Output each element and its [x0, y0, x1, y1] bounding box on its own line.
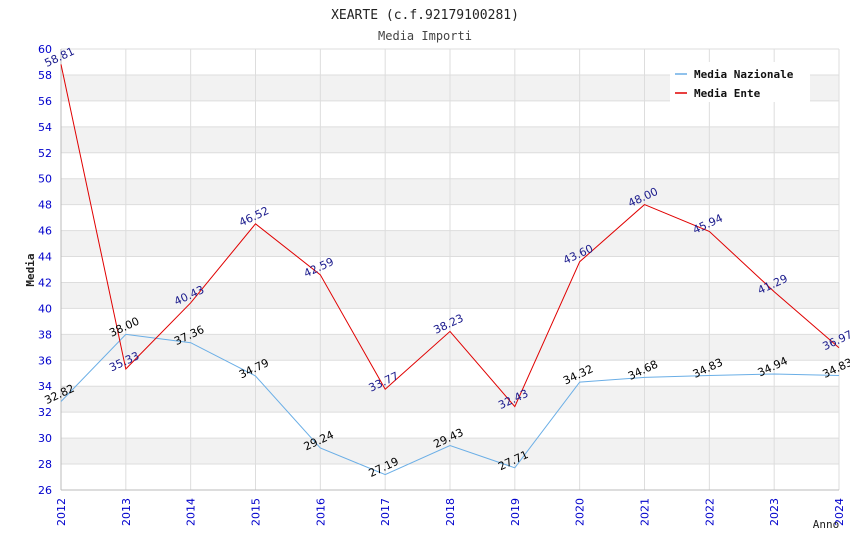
y-tick-label: 34: [38, 380, 52, 393]
legend-label-media-ente: Media Ente: [694, 87, 761, 100]
y-tick-label: 60: [38, 43, 52, 56]
x-tick-label: 2018: [444, 498, 457, 526]
y-tick-label: 42: [38, 276, 52, 289]
x-tick-label: 2016: [314, 498, 327, 526]
y-tick-label: 26: [38, 484, 52, 497]
y-axis-label: Media: [24, 253, 37, 286]
x-axis-label: Anno: [813, 518, 840, 531]
y-tick-label: 30: [38, 432, 52, 445]
y-tick-label: 54: [38, 121, 52, 134]
data-label-media-ente: 42.59: [302, 255, 336, 280]
series-line-media-nazionale: [60, 333, 840, 476]
y-tick-labels: 26 28 30 32 34 36 38 40 42 44 46 48 50 52 54 56 58 60: [38, 43, 52, 497]
axes: [60, 49, 839, 491]
y-tick-label: 50: [38, 173, 52, 186]
x-tick-label: 2019: [509, 498, 522, 526]
y-tick-label: 58: [38, 69, 52, 82]
x-tick-label: 2023: [768, 498, 781, 526]
y-tick-label: 44: [38, 251, 52, 264]
y-tick-label: 40: [38, 302, 52, 315]
y-tick-label: 32: [38, 406, 52, 419]
y-tick-label: 28: [38, 458, 52, 471]
y-tick-label: 38: [38, 328, 52, 341]
x-tick-label: 2022: [703, 498, 716, 526]
chart-title: XEARTE (c.f.92179100281): [331, 8, 519, 23]
x-tick-labels: 2012 2013 2014 2015 2016 2017 2018 2019 2020 2021…: [55, 498, 846, 526]
x-tick-label: 2020: [574, 498, 587, 526]
x-tick-label: 2024: [833, 498, 846, 526]
x-tick-label: 2021: [639, 498, 652, 526]
y-tick-label: 46: [38, 225, 52, 238]
legend-label-media-nazionale: Media Nazionale: [694, 68, 794, 81]
y-tick-label: 56: [38, 95, 52, 108]
series-lines: [60, 64, 840, 476]
x-tick-label: 2015: [250, 498, 263, 526]
x-tick-label: 2013: [120, 498, 133, 526]
series-line-media-ente: [60, 64, 840, 408]
y-tick-label: 52: [38, 147, 52, 160]
x-tick-label: 2014: [185, 498, 198, 526]
data-label-media-nazionale: 34.68: [626, 358, 660, 383]
legend: Media Nazionale Media Ente: [670, 62, 810, 102]
y-tick-label: 48: [38, 199, 52, 212]
gridlines: [60, 48, 840, 491]
chart-subtitle: Media Importi: [378, 29, 472, 43]
x-tick-label: 2017: [379, 498, 392, 526]
legend-box: [670, 62, 810, 102]
x-tick-label: 2012: [55, 498, 68, 526]
y-tick-label: 36: [38, 354, 52, 367]
